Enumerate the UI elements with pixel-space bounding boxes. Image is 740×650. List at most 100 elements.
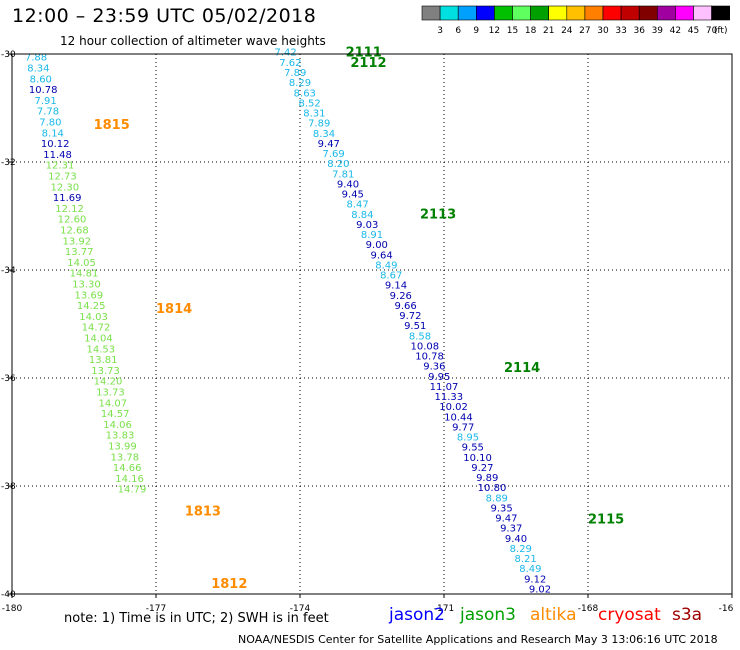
y-tick-label: -40 (1, 590, 16, 600)
scale-label-0: 3 (437, 26, 443, 36)
scale-swatch-16 (711, 5, 730, 21)
jason2-swh-point: 9.55 (462, 443, 484, 454)
legend-s3a: s3a (672, 605, 703, 625)
altika-swh-point: 13.81 (89, 355, 118, 366)
jason2-swh-point: 8.29 (510, 544, 532, 555)
units-note: note: 1) Time is in UTC; 2) SWH is in fe… (64, 611, 329, 626)
jason2-swh-point: 10.10 (463, 453, 492, 464)
altika-swh-point: 8.34 (27, 64, 49, 75)
page-subtitle: 12 hour collection of altimeter wave hei… (60, 34, 326, 48)
jason2-swh-point: 9.95 (428, 372, 450, 383)
x-tick-label: -177 (146, 604, 166, 614)
x-tick-label: -174 (290, 604, 311, 614)
jason2-swh-point: 9.40 (505, 534, 527, 545)
pass-time-label: 1815 (94, 118, 130, 133)
jason2-swh-point: 11.07 (430, 382, 459, 393)
altika-swh-point: 14.72 (82, 323, 111, 334)
altika-swh-point: 14.81 (70, 269, 99, 280)
altika-swh-point: 12.68 (60, 226, 89, 237)
y-tick-label: -36 (1, 374, 16, 384)
altika-swh-point: 13.78 (110, 452, 139, 463)
jason2-swh-point: 9.51 (404, 321, 426, 332)
altika-swh-point: 13.73 (91, 366, 120, 377)
altika-swh-point: 14.53 (86, 344, 115, 355)
altika-swh-point: 13.83 (106, 431, 135, 442)
altika-swh-point: 14.79 (118, 485, 147, 496)
jason2-swh-point: 8.29 (289, 78, 311, 89)
altika-swh-point: 14.16 (115, 474, 144, 485)
y-tick-label: -38 (1, 482, 16, 492)
altika-swh-point: 11.69 (53, 193, 82, 204)
jason2-swh-point: 9.77 (452, 423, 474, 434)
jason2-swh-point: 10.02 (439, 402, 468, 413)
altika-swh-point: 14.04 (84, 334, 113, 345)
pass-time-label: 2111 (346, 45, 382, 60)
jason2-swh-point: 8.47 (346, 200, 368, 211)
scale-label-14: 45 (688, 26, 699, 36)
jason2-swh-point: 10.78 (415, 351, 444, 362)
x-tick-label: -16 (719, 604, 734, 614)
jason2-swh-point: 9.26 (390, 291, 412, 302)
legend-jason2: jason2 (389, 605, 445, 625)
altika-swh-point: 14.03 (79, 312, 108, 323)
x-tick-label: -180 (2, 604, 23, 614)
legend-altika: altika (530, 605, 577, 625)
jason2-swh-point: 9.36 (423, 362, 445, 373)
jason2-swh-point: 10.44 (444, 412, 473, 423)
jason2-swh-point: 9.66 (394, 301, 416, 312)
scale-label-13: 42 (670, 26, 681, 36)
altika-swh-point: 14.66 (113, 463, 142, 474)
pass-time-label: 1813 (185, 504, 221, 519)
jason2-swh-point: 9.12 (524, 574, 546, 585)
scale-label-16: (ft) (714, 26, 728, 36)
credit-footer: NOAA/NESDIS Center for Satellite Applica… (238, 633, 718, 646)
scale-label-6: 21 (543, 26, 554, 36)
jason2-swh-point: 9.37 (500, 524, 522, 535)
jason2-swh-point: 9.02 (529, 585, 551, 596)
jason2-swh-point: 7.81 (332, 169, 354, 180)
jason2-swh-point: 10.80 (478, 483, 507, 494)
jason2-swh-point: 7.62 (279, 58, 301, 69)
pass-time-label: 2112 (350, 56, 386, 71)
altika-swh-point: 12.73 (48, 172, 77, 183)
jason2-swh-point: 11.33 (434, 392, 463, 403)
altika-swh-point: 10.78 (29, 85, 58, 96)
altika-swh-point: 11.48 (43, 150, 72, 161)
jason2-swh-point: 8.34 (313, 129, 335, 140)
altika-swh-point: 7.91 (34, 96, 56, 107)
scale-label-3: 12 (489, 26, 500, 36)
scale-label-5: 18 (525, 26, 537, 36)
y-tick-label: -32 (1, 158, 16, 168)
jason2-swh-point: 7.42 (274, 47, 296, 58)
altika-swh-point: 10.12 (41, 139, 70, 150)
jason2-swh-point: 9.35 (490, 504, 512, 515)
scale-label-9: 30 (597, 26, 609, 36)
altika-swh-point: 8.60 (30, 74, 52, 85)
pass-time-label: 1812 (211, 577, 247, 592)
altika-swh-point: 14.06 (103, 420, 132, 431)
altika-swh-point: 13.99 (108, 442, 137, 453)
pass-time-label: 2115 (588, 512, 624, 527)
scale-label-10: 33 (615, 26, 626, 36)
legend-jason3: jason3 (460, 605, 516, 625)
x-tick-label: -168 (578, 604, 599, 614)
altika-swh-point: 7.88 (25, 53, 47, 64)
jason2-swh-point: 9.45 (342, 189, 364, 200)
altika-swh-point: 13.69 (74, 290, 103, 301)
jason2-swh-point: 8.58 (409, 331, 431, 342)
altika-swh-point: 13.73 (96, 388, 125, 399)
jason2-swh-point: 9.47 (318, 139, 340, 150)
scale-label-1: 6 (455, 26, 461, 36)
jason2-swh-point: 7.69 (322, 149, 344, 160)
altika-swh-point: 13.30 (72, 280, 101, 291)
altika-swh-point: 12.60 (58, 215, 87, 226)
scale-label-4: 15 (507, 26, 518, 36)
scale-label-8: 27 (579, 26, 590, 36)
page-title: 12:00 – 23:59 UTC 05/02/2018 (12, 5, 317, 27)
jason2-swh-point: 7.89 (284, 68, 306, 79)
altika-swh-point: 12.31 (46, 161, 75, 172)
jason2-swh-point: 8.52 (298, 99, 320, 110)
jason2-swh-point: 9.14 (385, 281, 407, 292)
jason2-swh-point: 8.89 (486, 493, 508, 504)
